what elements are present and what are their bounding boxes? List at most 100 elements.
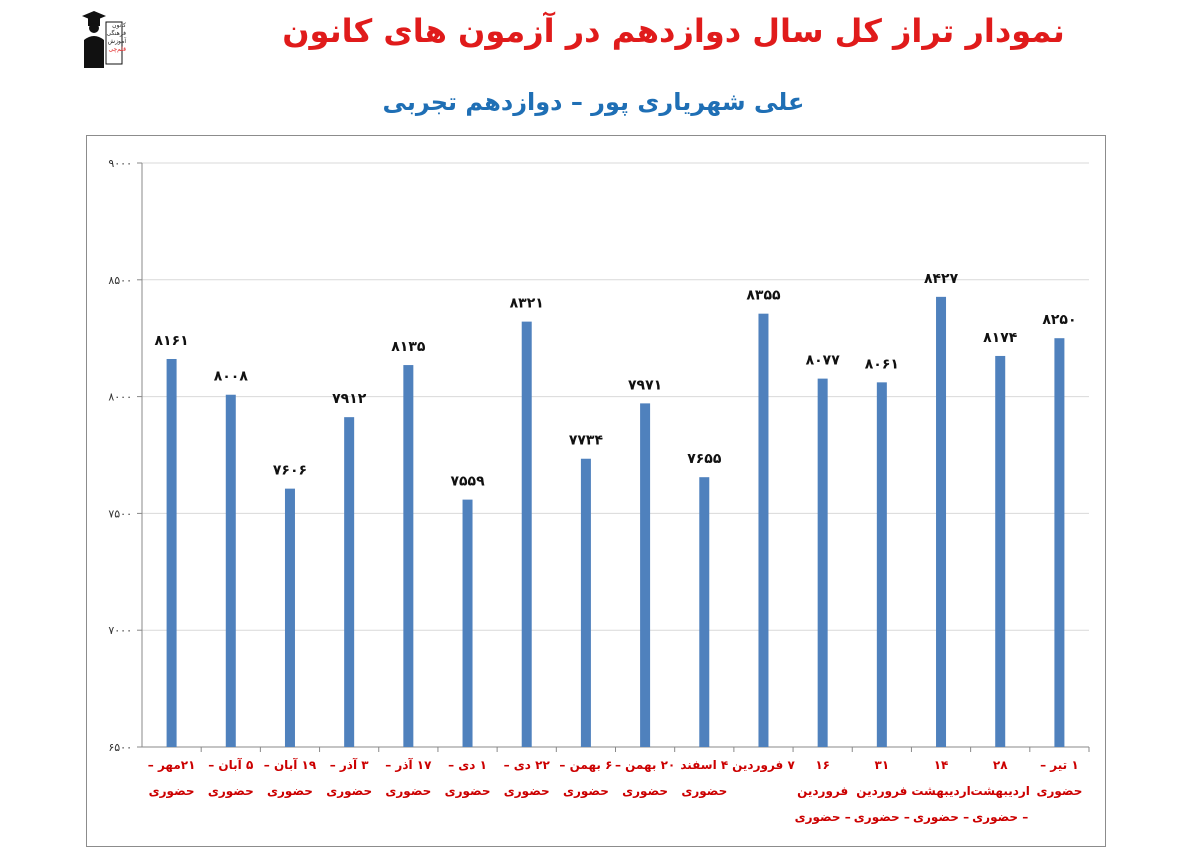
data-label: ۷۶۵۵ — [687, 451, 722, 467]
category-label-line: حضوری — [563, 784, 609, 799]
category-label: ۵ آبان – حضوری — [208, 757, 254, 799]
category-label: ۳ آذر – حضوری — [326, 757, 372, 799]
bar — [344, 417, 355, 747]
data-label: ۸۱۳۵ — [391, 339, 426, 355]
category-label-line: ۶ بهمن – — [559, 758, 612, 772]
bar — [462, 499, 473, 747]
category-label-line: ۱۶ — [815, 758, 830, 772]
category-label: ۱ تیر – حضوری — [1036, 758, 1082, 799]
bar — [876, 382, 887, 747]
category-label: ۲۲ دی – حضوری — [504, 758, 551, 799]
category-label-line: – حضوری — [972, 810, 1028, 825]
category-label-line: حضوری — [622, 784, 668, 799]
chart-frame: ۶۵۰۰ ۷۰۰۰ ۷۵۰۰ ۸۰۰۰ ۸۵۰۰ ۹۰۰۰ ۸۱۶۱ ۲۱مهر – حضوری… — [86, 135, 1106, 847]
category-label-line: حضوری — [504, 784, 550, 799]
logo-text: کانون فرهنگی آموزش قلم‌چی — [96, 22, 126, 54]
category-label-line: حضوری — [681, 784, 727, 799]
category-label-line: فروردین — [856, 784, 907, 799]
category-label: ۱۷ آذر – حضوری — [385, 757, 432, 799]
category-label-line: حضوری — [267, 784, 313, 799]
category-label-line: – حضوری — [854, 810, 910, 825]
category-label-line: فروردین — [797, 784, 848, 799]
data-label: ۸۰۶۱ — [865, 356, 899, 372]
bar — [166, 358, 177, 747]
category-label-line: ۳ آذر – — [330, 757, 370, 772]
data-label: ۸۰۰۸ — [214, 369, 249, 385]
category-label-line: حضوری — [445, 784, 491, 799]
y-tick-label: ۸۰۰۰ — [108, 391, 132, 404]
bar — [403, 365, 414, 747]
y-tick-label: ۹۰۰۰ — [108, 157, 132, 170]
category-label-line: اردیبهشت — [911, 784, 970, 798]
data-label: ۷۹۷۱ — [628, 377, 662, 393]
data-label: ۸۳۵۵ — [746, 288, 781, 304]
bar — [225, 394, 236, 747]
category-label-line: ۱۹ آبان – — [264, 757, 317, 772]
category-label-line: حضوری — [208, 784, 254, 799]
category-label: ۳۱ فروردین – حضوری — [854, 758, 910, 825]
category-label-line: ۷ فروردین — [732, 758, 795, 773]
kanoon-logo — [78, 8, 124, 70]
bar — [640, 403, 651, 747]
category-label-line: – حضوری — [913, 810, 969, 825]
category-label: ۱ دی – حضوری — [445, 758, 491, 799]
category-label: ۱۶ فروردین – حضوری — [795, 758, 851, 825]
category-label-line: – حضوری — [795, 810, 851, 825]
data-label: ۸۰۷۷ — [806, 353, 841, 369]
data-label: ۷۷۳۴ — [569, 433, 604, 449]
category-label-line: حضوری — [326, 784, 372, 799]
category-label-line: ۱ تیر – — [1040, 758, 1079, 772]
bar — [817, 378, 828, 747]
category-label: ۶ بهمن – حضوری — [559, 758, 612, 799]
y-tick-label: ۷۵۰۰ — [108, 507, 132, 520]
category-label: ۲۸ اردیبهشت – حضوری — [971, 758, 1030, 825]
bar — [699, 477, 710, 747]
data-label: ۸۱۷۴ — [983, 330, 1018, 346]
category-label-line: حضوری — [385, 784, 431, 799]
category-label-line: ۱۴ — [934, 758, 949, 772]
data-label: ۷۹۱۲ — [332, 391, 367, 407]
bar-chart: ۶۵۰۰ ۷۰۰۰ ۷۵۰۰ ۸۰۰۰ ۸۵۰۰ ۹۰۰۰ ۸۱۶۱ ۲۱مهر – حضوری… — [108, 157, 1090, 825]
y-tick-label: ۷۰۰۰ — [108, 624, 132, 637]
category-label: ۱۹ آبان – حضوری — [264, 757, 317, 799]
category-label-line: ۳۱ — [875, 758, 890, 772]
category-label-line: ۲۰ بهمن – — [615, 758, 675, 772]
logo-line: فرهنگی — [106, 30, 126, 37]
bar — [758, 313, 769, 747]
bar — [284, 488, 295, 747]
page-subtitle: علی شهریاری پور – دوازدهم تجربی — [382, 88, 805, 116]
category-label-line: ۲۱مهر – — [148, 758, 196, 772]
bar — [521, 321, 532, 747]
page-title: نمودار تراز کل سال دوازدهم در آزمون های … — [282, 12, 1065, 50]
data-label: ۸۳۲۱ — [510, 296, 544, 312]
category-label-line: ۴ اسفند — [680, 758, 728, 772]
category-label-line: ۱۷ آذر – — [385, 757, 432, 772]
data-label: ۸۱۶۱ — [155, 333, 189, 349]
logo-line: قلم‌چی — [108, 46, 126, 53]
category-label: ۷ فروردین — [732, 758, 795, 773]
bar — [936, 296, 947, 747]
category-label-line: حضوری — [1036, 784, 1082, 799]
category-label-line: اردیبهشت — [971, 784, 1030, 798]
data-label: ۷۵۵۹ — [450, 474, 485, 490]
category-label-line: حضوری — [149, 784, 195, 799]
category-label-line: ۲۸ — [993, 758, 1008, 772]
logo-line: آموزش — [107, 38, 126, 45]
logo-line: کانون — [112, 22, 126, 29]
y-tick-label: ۶۵۰۰ — [108, 741, 132, 754]
bar — [1054, 338, 1065, 747]
category-label: ۲۰ بهمن – حضوری — [615, 758, 675, 799]
bar — [995, 355, 1006, 747]
category-label-line: ۵ آبان – — [208, 757, 253, 772]
category-label: ۴ اسفند حضوری — [680, 758, 728, 799]
category-label-line: ۲۲ دی – — [504, 758, 551, 772]
category-label: ۱۴ اردیبهشت – حضوری — [911, 758, 970, 825]
bar — [580, 458, 591, 747]
data-label: ۸۲۵۰ — [1042, 312, 1076, 328]
category-label: ۲۱مهر – حضوری — [148, 758, 196, 799]
data-label: ۸۴۲۷ — [924, 271, 959, 287]
y-tick-label: ۸۵۰۰ — [108, 274, 132, 287]
graduate-icon — [82, 11, 123, 68]
data-label: ۷۶۰۶ — [273, 463, 307, 479]
category-label-line: ۱ دی – — [448, 758, 487, 772]
